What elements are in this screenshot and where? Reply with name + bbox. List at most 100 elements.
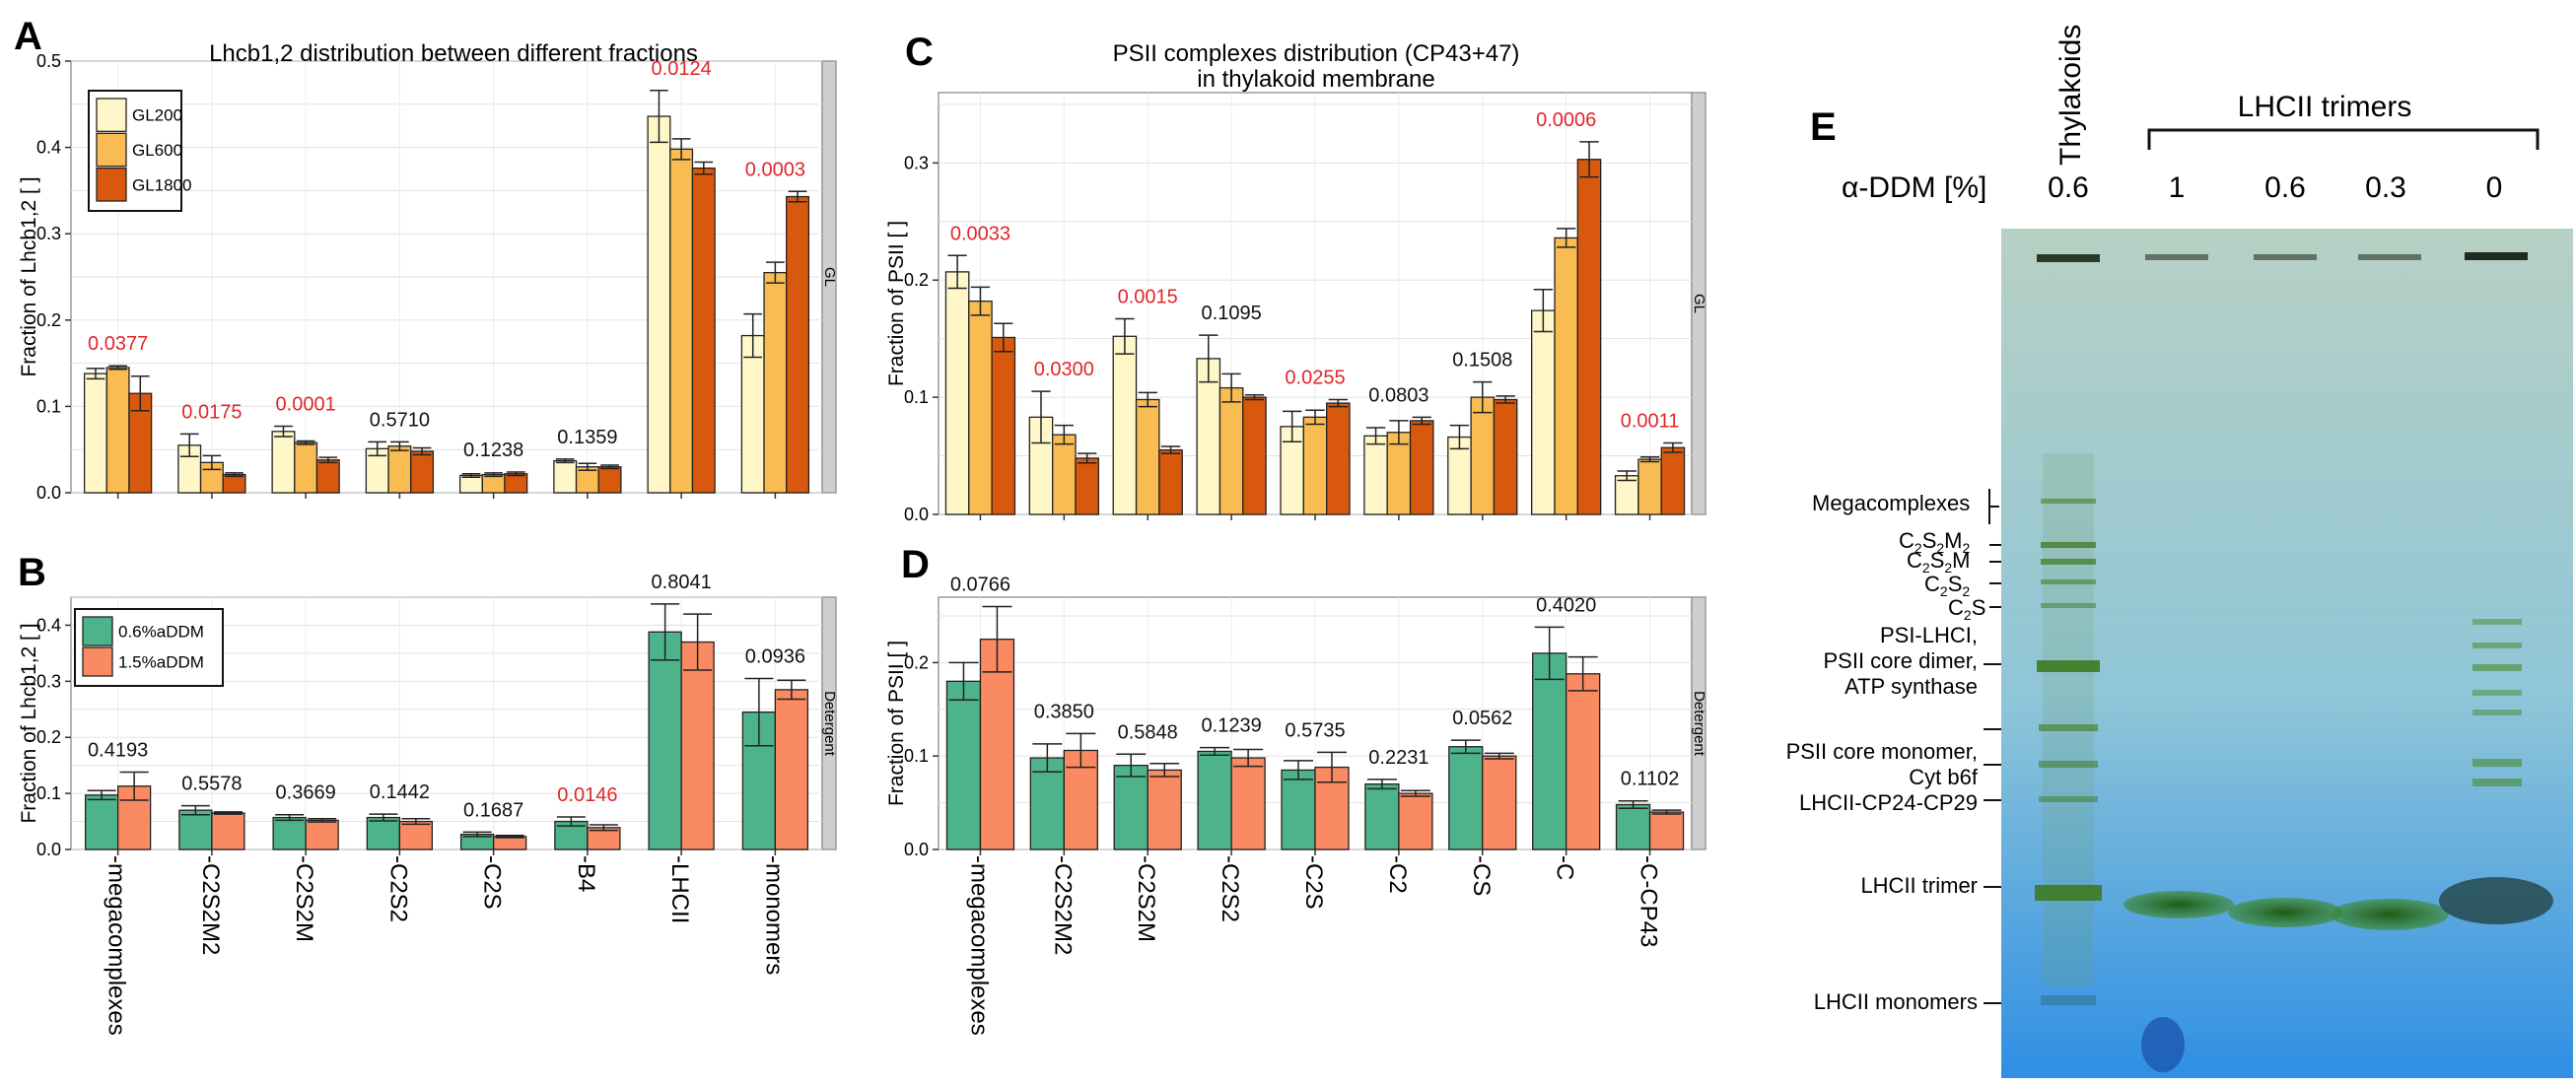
p-value-label: 0.0300 — [1034, 359, 1094, 380]
category-label: -C2S2 — [1217, 855, 1243, 922]
p-value-label: 0.0803 — [1368, 384, 1428, 406]
gel-image — [2001, 229, 2573, 1078]
bar — [272, 816, 307, 850]
y-tick-label: 0.0 — [904, 840, 929, 859]
p-value-label: 0.5710 — [370, 409, 430, 431]
category-label: -C-CP43 — [1636, 855, 1662, 947]
gel-band-trimer — [2331, 899, 2449, 930]
bar — [222, 473, 246, 494]
gel-band — [2472, 759, 2522, 767]
bar — [648, 631, 682, 850]
band-label-c2s2m2: C2S2M2 — [1899, 528, 1971, 556]
bar — [481, 473, 506, 494]
band-label-mono-3: LHCII-CP24-CP29 — [1799, 790, 1978, 815]
bar — [647, 115, 671, 494]
bar — [271, 431, 296, 494]
bar — [1029, 757, 1065, 850]
p-value-label: 0.1508 — [1452, 350, 1512, 372]
p-value-label: 0.4193 — [88, 739, 148, 761]
y-tick-label: 0.2 — [36, 310, 61, 330]
band-label-psi-2: PSII core dimer, — [1823, 648, 1978, 673]
chart-title: Lhcb1,2 distribution between different f… — [209, 40, 698, 67]
p-value-label: 0.0006 — [1536, 109, 1596, 131]
lane-value-2: 1 — [2169, 171, 2186, 204]
bar — [1326, 402, 1351, 515]
chart-title: PSII complexes distribution (CP43+47) — [1113, 40, 1520, 67]
band-label-c2s2m: C2S2M — [1907, 548, 1971, 576]
p-value-label: 0.8041 — [652, 572, 712, 593]
p-value-label: 0.0377 — [88, 333, 148, 355]
p-value-label: 0.4020 — [1536, 594, 1596, 616]
lane-value-1: 0.6 — [2048, 171, 2089, 204]
p-value-label: 0.0003 — [745, 159, 805, 180]
legend-swatch — [96, 168, 127, 202]
p-value-label: 0.0146 — [557, 784, 617, 806]
p-value-label: 0.0001 — [276, 394, 336, 416]
category-label: -monomers — [760, 855, 787, 975]
gel-band — [2041, 499, 2096, 504]
category-label: -C2S2M2 — [1049, 855, 1076, 955]
band-label-megacomplexes: Megacomplexes — [1812, 491, 1970, 515]
facet-strip-label: GL — [821, 267, 838, 287]
category-label: -C2S2 — [384, 855, 411, 922]
legend-label: GL1800 — [132, 175, 192, 194]
y-axis-label: Fraction of PSII [ ] — [885, 221, 908, 386]
band-label-lhcii-trimer: LHCII trimer — [1860, 873, 1978, 898]
p-value-label: 0.5578 — [181, 774, 242, 795]
p-value-label: 0.0766 — [950, 574, 1010, 595]
chart-panel-a: GL 0.0 0.1 0.2 0.3 0.4 0.5 Fraction of Lhcb1,2 … — [18, 40, 838, 503]
bar — [398, 820, 434, 850]
bar — [315, 459, 340, 494]
bar — [1493, 398, 1518, 515]
p-value-label: 0.0033 — [950, 223, 1010, 244]
bar — [492, 836, 527, 850]
bar — [597, 466, 622, 494]
bar — [1135, 398, 1160, 515]
gel-band-trimer — [2228, 898, 2342, 927]
category-label: -B4 — [573, 855, 599, 892]
facet-strip — [1691, 92, 1706, 515]
bar — [740, 334, 765, 494]
bar — [1409, 420, 1434, 515]
category-label: -LHCII — [666, 855, 693, 923]
p-value-label: 0.1239 — [1202, 715, 1262, 737]
y-tick-label: 0.2 — [904, 270, 929, 290]
bar — [553, 459, 578, 494]
gel-well — [2037, 254, 2100, 262]
legend-swatch — [96, 98, 127, 132]
p-value-label: 0.0562 — [1452, 708, 1512, 729]
gel-dye-spot — [2141, 1017, 2185, 1072]
p-value-label: 0.1359 — [557, 427, 617, 448]
bar — [1398, 792, 1433, 850]
lane-value-4: 0.3 — [2365, 171, 2406, 204]
gel-band — [2039, 796, 2098, 802]
y-tick-label: 0.2 — [36, 727, 61, 747]
bar — [1566, 673, 1601, 850]
gel-band — [2472, 690, 2522, 696]
facet-strip — [1691, 596, 1706, 850]
p-value-label: 0.1238 — [463, 440, 523, 461]
gel-band — [2472, 643, 2522, 648]
bar — [1363, 435, 1388, 515]
band-label-c2s: C2S — [1948, 595, 1985, 623]
bar — [1648, 811, 1685, 850]
gel-band — [2472, 664, 2522, 671]
band-label-psi-1: PSI-LHCI, — [1880, 623, 1978, 647]
y-axis-label: Fraction of Lhcb1,2 [ ] — [18, 623, 40, 823]
p-value-label: 0.0011 — [1621, 410, 1680, 432]
gel-panel: Thylakoids LHCII trimers α-DDM [%] 0.6 1… — [1786, 25, 2573, 1078]
category-label: -megacomplexes — [965, 855, 992, 1036]
panel-letter-e: E — [1810, 105, 1837, 149]
p-value-label: 0.3850 — [1034, 701, 1094, 722]
p-value-label: 0.0124 — [652, 58, 712, 80]
category-label: -C2S2M2 — [197, 855, 224, 955]
bar — [410, 450, 435, 494]
gel-band — [2037, 660, 2100, 672]
p-value-label: 0.1442 — [370, 781, 430, 803]
gel-band-trimer — [2439, 877, 2553, 924]
chart-panel-c: GL 0.0 0.1 0.2 0.3 Fraction of PSII [ ] PSII c… — [885, 40, 1707, 524]
bar — [968, 300, 993, 515]
gel-band — [2039, 724, 2098, 731]
bar — [305, 819, 339, 850]
